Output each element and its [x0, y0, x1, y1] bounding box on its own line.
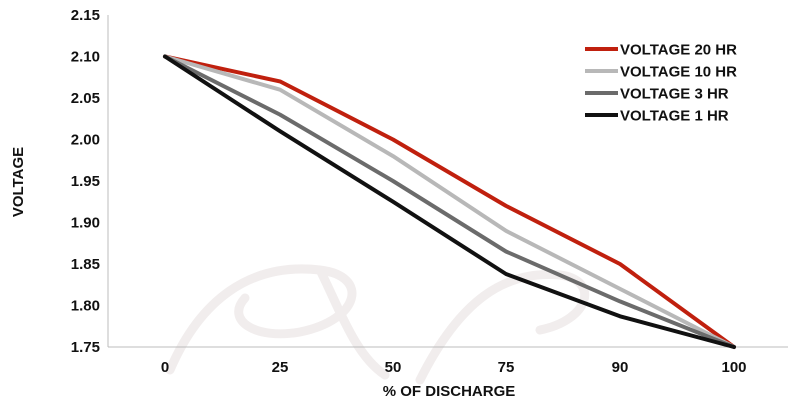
- x-tick-labels: 0 25 50 75 90 100: [161, 359, 747, 376]
- x-tick-label: 90: [612, 359, 629, 376]
- legend-label: VOLTAGE 3 HR: [620, 86, 729, 103]
- y-tick-label: 1.80: [71, 298, 100, 315]
- y-tick-labels: 2.15 2.10 2.05 2.00 1.95 1.90 1.85 1.80 1.75: [71, 7, 100, 356]
- legend-label: VOLTAGE 10 HR: [620, 64, 737, 81]
- y-tick-label: 1.95: [71, 173, 100, 190]
- watermark-script-logo: [165, 264, 590, 385]
- y-tick-label: 2.15: [71, 7, 100, 24]
- y-tick-label: 1.85: [71, 256, 100, 273]
- y-tick-label: 1.90: [71, 215, 100, 232]
- legend-label: VOLTAGE 20 HR: [620, 42, 737, 59]
- x-tick-label: 100: [721, 359, 746, 376]
- x-tick-label: 25: [272, 359, 289, 376]
- y-tick-label: 1.75: [71, 339, 100, 356]
- series-lines: [163, 54, 736, 349]
- y-axis-title: VOLTAGE: [10, 147, 27, 217]
- y-tick-label: 2.10: [71, 49, 100, 66]
- x-tick-label: 0: [161, 359, 169, 376]
- y-tick-label: 2.05: [71, 90, 100, 107]
- series-line: [163, 54, 736, 349]
- x-axis-title: % OF DISCHARGE: [383, 383, 516, 400]
- y-tick-label: 2.00: [71, 132, 100, 149]
- legend: VOLTAGE 20 HR VOLTAGE 10 HR VOLTAGE 3 HR VO…: [585, 42, 737, 125]
- x-tick-label: 50: [385, 359, 402, 376]
- series-line: [163, 54, 736, 349]
- series-line: [163, 54, 736, 349]
- legend-label: VOLTAGE 1 HR: [620, 108, 729, 125]
- series-line: [163, 54, 736, 349]
- x-tick-label: 75: [498, 359, 515, 376]
- axes: [107, 15, 788, 348]
